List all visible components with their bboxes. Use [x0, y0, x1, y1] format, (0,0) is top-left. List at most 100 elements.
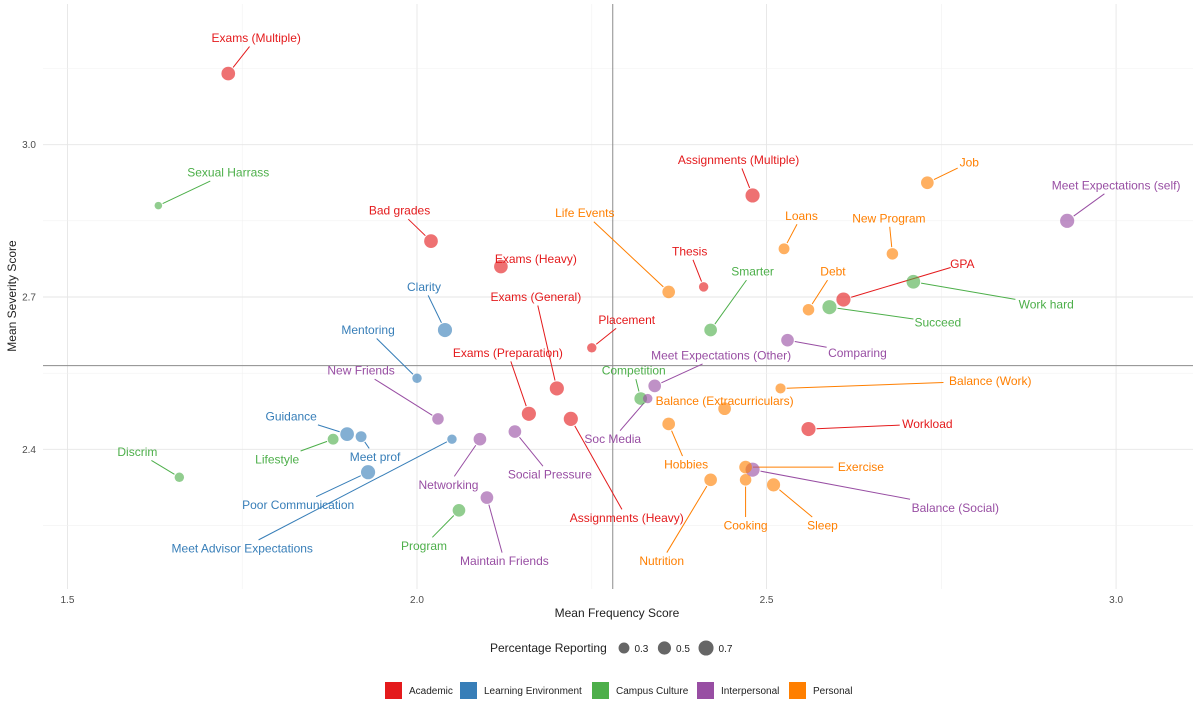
point-succeed [822, 300, 837, 315]
label-placement: Placement [598, 313, 655, 327]
point-placement [587, 343, 597, 353]
label-program: Program [401, 539, 447, 553]
label-thesis: Thesis [672, 244, 707, 258]
point-exams-heavy [494, 259, 508, 274]
label-hobbies: Hobbies [664, 458, 708, 472]
label-exams-preparation: Exams (Preparation) [453, 346, 563, 360]
point-assignments-heavy [563, 411, 578, 426]
point-poor-communication [360, 465, 376, 480]
label-succeed: Succeed [914, 315, 961, 329]
leader-maintain-friends [488, 504, 503, 553]
leader-nutrition [666, 485, 708, 553]
size-legend-label: 0.5 [676, 644, 690, 655]
x-tick-label: 3.0 [1109, 595, 1123, 606]
label-balance-extracurriculars: Balance (Extracurriculars) [656, 394, 794, 408]
leader-lifestyle [300, 440, 328, 452]
label-clarity: Clarity [407, 280, 441, 294]
label-competition: Competition [602, 364, 666, 378]
leader-sexual-harrass [162, 180, 211, 205]
point-cooking [739, 474, 752, 486]
leader-soc-media [619, 402, 645, 432]
point-workload [801, 421, 816, 437]
leader-loans [786, 224, 798, 244]
label-assignments-heavy: Assignments (Heavy) [570, 511, 684, 525]
label-work-hard: Work hard [1019, 298, 1074, 312]
point-bad-grades [424, 234, 438, 248]
x-tick-label: 2.5 [760, 595, 774, 606]
size-legend-circle [657, 641, 672, 655]
x-axis-title: Mean Frequency Score [555, 606, 680, 620]
leader-meet-prof [364, 441, 370, 449]
label-bad-grades: Bad grades [369, 204, 430, 218]
legend-label-academic: Academic [409, 686, 453, 697]
label-soc-media: Soc Media [584, 432, 641, 446]
data-points [154, 66, 1075, 517]
leader-mentoring [376, 338, 414, 375]
size-legend-label: 0.7 [719, 644, 733, 655]
point-smarter [704, 323, 717, 337]
leader-exams-general [537, 305, 556, 381]
point-guidance [340, 427, 354, 441]
point-sexual-harrass [154, 201, 163, 210]
point-balance-extracurriculars [718, 402, 731, 416]
leader-bad-grades [407, 218, 426, 237]
leader-assignments-heavy [574, 425, 623, 510]
legend-label-personal: Personal [813, 686, 852, 697]
label-job: Job [960, 155, 980, 169]
point-nutrition [704, 473, 717, 487]
label-assignments-multiple: Assignments (Multiple) [678, 153, 799, 167]
label-meet-prof: Meet prof [350, 450, 401, 464]
label-comparing: Comparing [828, 346, 887, 360]
size-legend: Percentage Reporting 0.3 0.5 0.7 [490, 640, 733, 656]
leader-smarter [714, 279, 747, 325]
label-meet-advisor-expectations: Meet Advisor Expectations [172, 541, 313, 555]
y-tick-label: 2.7 [22, 293, 36, 304]
leader-clarity [427, 295, 442, 323]
point-debt [802, 303, 815, 316]
label-social-pressure: Social Pressure [508, 468, 592, 482]
x-tick-label: 2.0 [410, 595, 424, 606]
point-meet-prof [355, 431, 367, 443]
point-competition [634, 392, 648, 405]
point-balance-work [775, 383, 786, 394]
point-loans [778, 243, 790, 255]
leader-placement [595, 327, 617, 345]
y-axis-title: Mean Severity Score [5, 240, 19, 352]
point-labels: Exams (Multiple) Bad grades Exams (Heavy) E… [117, 31, 1180, 568]
leader-new-friends [374, 378, 433, 416]
leader-comparing [794, 340, 827, 348]
leader-sleep [779, 489, 813, 518]
leader-job [933, 167, 958, 181]
point-soc-media [642, 393, 653, 404]
point-comparing [781, 333, 794, 347]
legend-label-learning-environment: Learning Environment [484, 686, 582, 697]
label-sleep: Sleep [807, 519, 838, 533]
label-exercise: Exercise [838, 460, 884, 474]
leader-assignments-multiple [741, 168, 751, 189]
legend-label-interpersonal: Interpersonal [721, 686, 779, 697]
point-life-events [662, 285, 676, 299]
label-debt: Debt [820, 265, 846, 279]
legend-label-campus-culture: Campus Culture [616, 686, 689, 697]
point-hobbies [662, 417, 676, 431]
point-exams-multiple [221, 66, 236, 81]
label-exams-general: Exams (General) [491, 290, 582, 304]
point-discrim [174, 472, 185, 483]
leader-succeed [837, 307, 914, 320]
y-tick-label: 2.4 [22, 445, 36, 456]
legend-key-academic [385, 682, 402, 699]
leader-poor-communication [315, 475, 361, 498]
point-new-program [886, 248, 899, 260]
label-maintain-friends: Maintain Friends [460, 554, 549, 568]
point-job [921, 176, 934, 190]
label-leaders [151, 46, 1105, 553]
size-legend-label: 0.3 [634, 644, 648, 655]
leader-meet-expectations-other [661, 363, 703, 384]
point-lifestyle [327, 433, 339, 445]
size-legend-title: Percentage Reporting [490, 641, 607, 655]
leader-guidance [317, 424, 340, 433]
label-meet-expectations-other: Meet Expectations (Other) [651, 348, 791, 362]
point-gpa [836, 292, 851, 307]
label-life-events: Life Events [555, 206, 614, 220]
leader-exams-preparation [510, 361, 527, 407]
